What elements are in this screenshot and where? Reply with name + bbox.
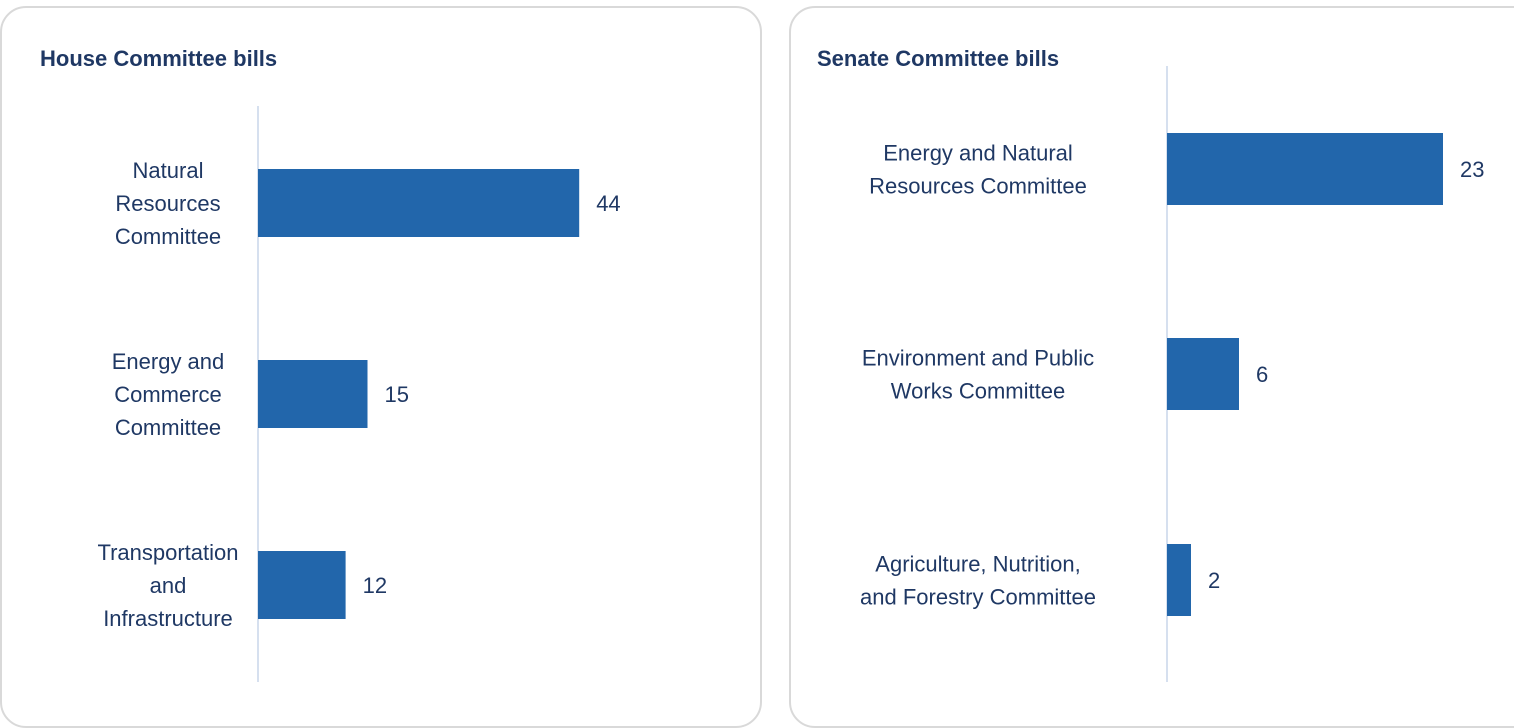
senate-category-label-3-line-1: Agriculture, Nutrition, — [875, 552, 1080, 577]
house-bar-2 — [258, 360, 368, 428]
senate-category-label-3-line-2: and Forestry Committee — [860, 585, 1096, 610]
senate-category-label-3: Agriculture, Nutrition, and Forestry Comm… — [860, 552, 1096, 610]
house-category-label-1-line-3: Committee — [115, 224, 221, 249]
senate-chart-title: Senate Committee bills — [817, 46, 1060, 71]
senate-value-label-2: 6 — [1256, 362, 1268, 387]
house-chart-title: House Committee bills — [40, 46, 278, 71]
house-category-label-2-line-3: Committee — [115, 415, 221, 440]
senate-category-label-2-line-2: Works Committee — [891, 379, 1065, 404]
house-category-label-3-line-3: Infrastructure — [103, 606, 233, 631]
senate-category-label-1: Energy and Natural Resources Committee — [869, 141, 1087, 199]
senate-bar-1 — [1167, 133, 1443, 205]
senate-value-label-3: 2 — [1208, 568, 1220, 593]
senate-bar-2 — [1167, 338, 1239, 410]
senate-bar-3 — [1167, 544, 1191, 616]
house-category-label-2-line-1: Energy and — [112, 349, 225, 374]
senate-chart-panel: Senate Committee bills — [789, 6, 1514, 728]
senate-category-label-2-line-1: Environment and Public — [862, 346, 1094, 371]
house-chart-panel: House Committee bills — [0, 6, 762, 728]
house-category-label-3-line-2: and — [150, 573, 187, 598]
house-category-label-2: Energy and Commerce Committee — [112, 349, 225, 440]
house-category-label-3-line-1: Transportation — [97, 540, 238, 565]
house-category-label-1-line-2: Resources — [115, 191, 220, 216]
senate-value-label-1: 23 — [1460, 157, 1484, 182]
senate-category-label-2: Environment and Public Works Committee — [862, 346, 1094, 404]
house-category-label-1: Natural Resources Committee — [115, 158, 221, 249]
senate-category-label-1-line-1: Energy and Natural — [883, 141, 1073, 166]
house-category-label-3: Transportation and Infrastructure — [97, 540, 238, 631]
house-value-label-3: 12 — [363, 573, 387, 598]
house-value-label-2: 15 — [385, 382, 409, 407]
house-bar-3 — [258, 551, 346, 619]
house-category-label-1-line-1: Natural — [133, 158, 204, 183]
house-value-label-1: 44 — [596, 191, 620, 216]
house-category-label-2-line-2: Commerce — [114, 382, 222, 407]
senate-category-label-1-line-2: Resources Committee — [869, 174, 1087, 199]
house-bar-1 — [258, 169, 580, 237]
